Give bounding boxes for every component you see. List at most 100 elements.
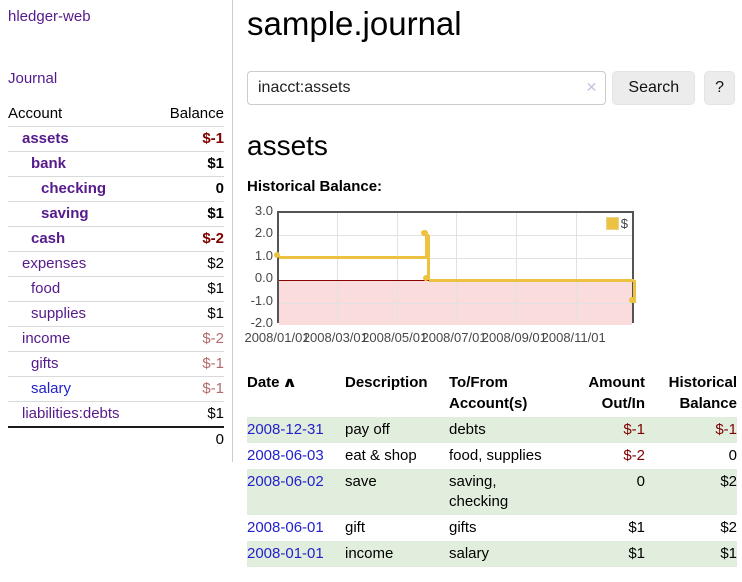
register-amount-cell: $-1 — [623, 421, 645, 438]
sort-asc-icon: ∧ — [281, 374, 297, 390]
account-cell: income — [8, 326, 154, 352]
account-cell: expenses — [8, 251, 154, 277]
series-line-segment — [427, 235, 431, 281]
accounts-header-balance: Balance — [169, 105, 224, 122]
data-point-marker — [273, 252, 280, 259]
legend-swatch-icon — [605, 217, 619, 230]
register-date-cell: 2008-06-03 — [247, 443, 345, 469]
register-row: 2008-06-01 gift gifts $1 $2 — [247, 515, 737, 541]
account-link[interactable]: assets — [22, 130, 69, 147]
account-cell: bank — [8, 151, 154, 177]
register-amount-cell: $1 — [628, 519, 645, 536]
series-line-segment — [632, 280, 636, 303]
account-cell: saving — [8, 201, 154, 227]
register-description-cell: income — [345, 545, 394, 562]
series-line-segment — [279, 256, 427, 260]
account-cell: salary — [8, 376, 154, 402]
account-balance: $-1 — [153, 376, 224, 402]
y-axis-tick-label: 3.0 — [254, 203, 273, 218]
y-gridline — [279, 257, 632, 259]
y-axis-tick-label: -2.0 — [250, 315, 273, 330]
sidebar: hledger-web Journal Account Balance asse… — [0, 0, 233, 462]
app-title-link[interactable]: hledger-web — [8, 8, 91, 25]
register-table-header: Date ∧ Description To/From Account(s) Amo… — [247, 369, 737, 417]
register-amount-cell: $-2 — [623, 447, 645, 464]
register-table: Date ∧ Description To/From Account(s) Amo… — [247, 369, 737, 567]
transaction-date-link[interactable]: 2008-06-01 — [247, 519, 324, 536]
register-accounts-cell: food, supplies — [449, 447, 542, 464]
register-row: 2008-01-01 income salary $1 $1 — [247, 541, 737, 567]
legend-label: $ — [620, 216, 628, 231]
transaction-date-link[interactable]: 2008-06-02 — [247, 473, 324, 490]
transaction-date-link[interactable]: 2008-01-01 — [247, 545, 324, 562]
account-row: cash $-2 — [8, 226, 224, 252]
clear-search-icon[interactable]: ✕ — [585, 79, 598, 95]
register-amount-cell: $1 — [628, 545, 645, 562]
transaction-date-link[interactable]: 2008-06-03 — [247, 447, 324, 464]
register-amount-cell: 0 — [636, 473, 645, 490]
series-line-segment — [428, 278, 635, 282]
account-link[interactable]: bank — [31, 155, 67, 172]
register-row: 2008-12-31 pay off debts $-1 $-1 — [247, 417, 737, 443]
register-header-balance: Historical Balance — [668, 374, 737, 412]
account-balance: $1 — [153, 151, 224, 177]
account-row: supplies $1 — [8, 301, 224, 327]
register-header-date[interactable]: Date ∧ — [247, 374, 297, 391]
account-link[interactable]: salary — [31, 380, 72, 397]
account-row: saving $1 — [8, 201, 224, 227]
x-axis-tick-label: 2008/05/01 — [362, 330, 428, 345]
x-axis-tick-label: 2008/03/01 — [302, 330, 368, 345]
sidebar-item-journal[interactable]: Journal — [8, 70, 58, 87]
account-row: salary $-1 — [8, 376, 224, 402]
account-link[interactable]: expenses — [22, 255, 87, 272]
account-cell: assets — [8, 126, 154, 152]
transaction-date-link[interactable]: 2008-12-31 — [247, 421, 324, 438]
chart-plot-area: $ — [273, 211, 636, 325]
account-heading: assets — [247, 130, 328, 161]
account-link[interactable]: liabilities:debts — [22, 405, 120, 422]
search-box: ✕ — [247, 71, 607, 105]
x-axis-tick-label: 2008/11/01 — [541, 330, 606, 345]
historical-balance-chart: $ 3.0 2.0 1.0 0.0 -1.0 -2.0 2008/01/01 2008/03/… — [244, 203, 735, 352]
help-button[interactable]: ? — [704, 71, 735, 105]
account-row: assets $-1 — [8, 126, 224, 152]
register-description-cell: eat & shop — [345, 447, 417, 464]
register-row: 2008-06-02 save saving, checking 0 $2 — [247, 469, 737, 515]
register-accounts-cell: saving, checking — [449, 473, 509, 510]
account-link[interactable]: checking — [41, 180, 107, 197]
account-link[interactable]: supplies — [31, 305, 87, 322]
accounts-table-header: Account Balance — [8, 102, 224, 127]
account-link[interactable]: cash — [31, 230, 66, 247]
account-row: checking 0 — [8, 176, 224, 202]
account-link[interactable]: gifts — [31, 355, 59, 372]
search-button[interactable]: Search — [612, 71, 696, 105]
chart-legend: $ — [605, 216, 628, 231]
account-cell: gifts — [8, 351, 154, 377]
account-cell: food — [8, 276, 154, 302]
account-link[interactable]: food — [31, 280, 61, 297]
register-date-cell: 2008-12-31 — [247, 417, 345, 443]
register-balance-cell: $-1 — [715, 421, 737, 438]
account-balance: $-2 — [153, 326, 224, 352]
series-line-segment — [425, 235, 429, 258]
account-cell: supplies — [8, 301, 154, 327]
register-balance-cell: $1 — [720, 545, 737, 562]
account-cell: checking — [8, 176, 154, 202]
chart-title: Historical Balance: — [247, 178, 383, 195]
account-row: bank $1 — [8, 151, 224, 177]
x-axis-tick-label: 2008/01/01 — [244, 330, 310, 345]
account-row: food $1 — [8, 276, 224, 302]
accounts-total-balance: 0 — [153, 426, 224, 452]
register-header-amount: Amount Out/In — [588, 374, 645, 412]
register-description-cell: save — [345, 473, 377, 490]
account-link[interactable]: saving — [41, 205, 89, 222]
account-balance: $1 — [153, 401, 224, 427]
register-balance-cell: $2 — [720, 473, 737, 490]
account-balance: $-2 — [153, 226, 224, 252]
x-gridline — [575, 213, 577, 321]
accounts-header-account: Account — [8, 105, 63, 122]
search-input[interactable] — [247, 71, 607, 105]
account-link[interactable]: income — [22, 330, 71, 347]
account-balance: 0 — [153, 176, 224, 202]
register-accounts-cell: gifts — [449, 519, 477, 536]
